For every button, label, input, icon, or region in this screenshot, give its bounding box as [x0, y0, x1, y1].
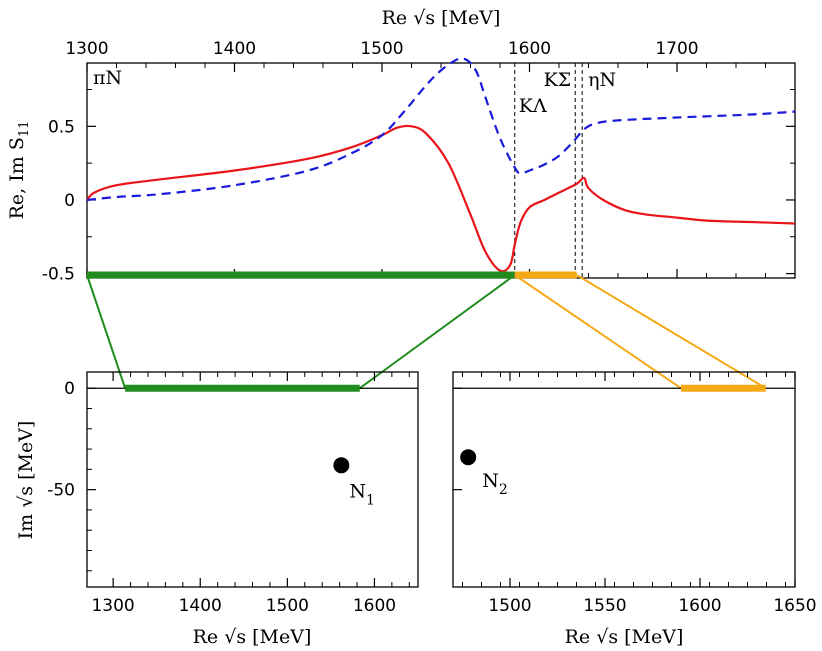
- pole-n1-label: N1: [349, 480, 375, 508]
- top-x-tick-label: 1500: [360, 39, 403, 59]
- pole-n2-marker: [460, 449, 477, 466]
- top-x-tick-label: 1700: [655, 39, 698, 59]
- bottom-left-x-tick-label: 1600: [353, 596, 396, 616]
- bottom-right-plot-frame: [452, 371, 796, 588]
- bottom-right-x-tick-label: 1600: [678, 596, 721, 616]
- bottom-right-x-tick-label: 1650: [773, 596, 816, 616]
- top-y-axis-label-sub: 11: [17, 121, 32, 138]
- pole-n2-label-sub: 2: [499, 482, 508, 498]
- green-connector-right: [359, 274, 516, 390]
- bottom-left-x-tick-label: 1300: [91, 596, 134, 616]
- top-curves: [86, 57, 796, 273]
- top-y-axis-label-main: Re, Im S: [6, 137, 28, 219]
- bottom-left-plot-frame: [86, 371, 419, 588]
- pi-n-label: πN: [93, 67, 122, 89]
- top-panel: Re √s [MeV] Re, Im S11 1300 1400 1500 1600 1…: [6, 7, 796, 285]
- im-s11-curve: [86, 57, 796, 202]
- green-connector-left: [86, 274, 127, 389]
- bottom-right-x-tick-label: 1550: [583, 596, 626, 616]
- bottom-left-x-tick-label: 1500: [266, 596, 309, 616]
- top-x-ticks: 1300 1400 1500 1600 1700: [65, 39, 796, 278]
- bottom-left-x-tick-label: 1400: [179, 596, 222, 616]
- bottom-left-panel: 1300 1400 1500 1600 0 -50 N1 Re √s [MeV] Im …: [15, 371, 419, 648]
- bottom-right-x-ticks: 1500 1550 1600 1650: [453, 372, 817, 616]
- bottom-left-x-ticks: 1300 1400 1500 1600: [91, 372, 410, 616]
- bottom-right-marks: N2: [453, 384, 795, 498]
- pole-n1-label-sub: 1: [366, 492, 375, 508]
- pole-n2-label: N2: [482, 470, 508, 498]
- threshold-labels: KΛ KΣ ηN: [519, 69, 616, 117]
- top-x-axis-label: Re √s [MeV]: [382, 7, 501, 29]
- threshold-label: ηN: [588, 69, 616, 91]
- pole-n1-marker: [333, 457, 350, 474]
- top-y-tick-label: -0.5: [42, 265, 75, 285]
- bottom-left-y-tick-label: 0: [64, 379, 75, 399]
- bottom-right-x-axis-label: Re √s [MeV]: [565, 626, 684, 648]
- top-plot-frame: [86, 62, 796, 279]
- threshold-label: KΣ: [544, 69, 572, 91]
- bottom-left-x-axis-label: Re √s [MeV]: [193, 626, 312, 648]
- bottom-left-y-tick-label: -50: [47, 481, 75, 501]
- bottom-left-marks: N1: [87, 384, 418, 508]
- top-y-tick-label: 0: [64, 191, 75, 211]
- bottom-right-x-tick-label: 1500: [488, 596, 531, 616]
- top-y-tick-label: 0.5: [48, 117, 75, 137]
- top-x-tick-label: 1300: [65, 39, 108, 59]
- orange-connector-right: [576, 274, 767, 390]
- threshold-label: KΛ: [519, 95, 547, 117]
- connector-lines: [86, 274, 767, 390]
- bottom-right-panel: 1500 1550 1600 1650 N2 Re √s [MeV]: [452, 371, 817, 648]
- thresholds: [514, 63, 583, 278]
- top-x-tick-label: 1600: [508, 39, 551, 59]
- top-y-axis-label: Re, Im S11: [6, 121, 32, 220]
- re-s11-curve: [86, 124, 796, 273]
- bottom-left-y-axis-label: Im √s [MeV]: [15, 421, 37, 540]
- pole-n1-label-main: N: [349, 480, 366, 502]
- bottom-left-y-ticks: 0 -50: [47, 379, 96, 572]
- top-x-tick-label: 1400: [213, 39, 256, 59]
- orange-connector-left: [514, 274, 682, 390]
- pole-n2-label-main: N: [482, 470, 499, 492]
- top-y-ticks: 0.5 0 -0.5: [42, 89, 795, 285]
